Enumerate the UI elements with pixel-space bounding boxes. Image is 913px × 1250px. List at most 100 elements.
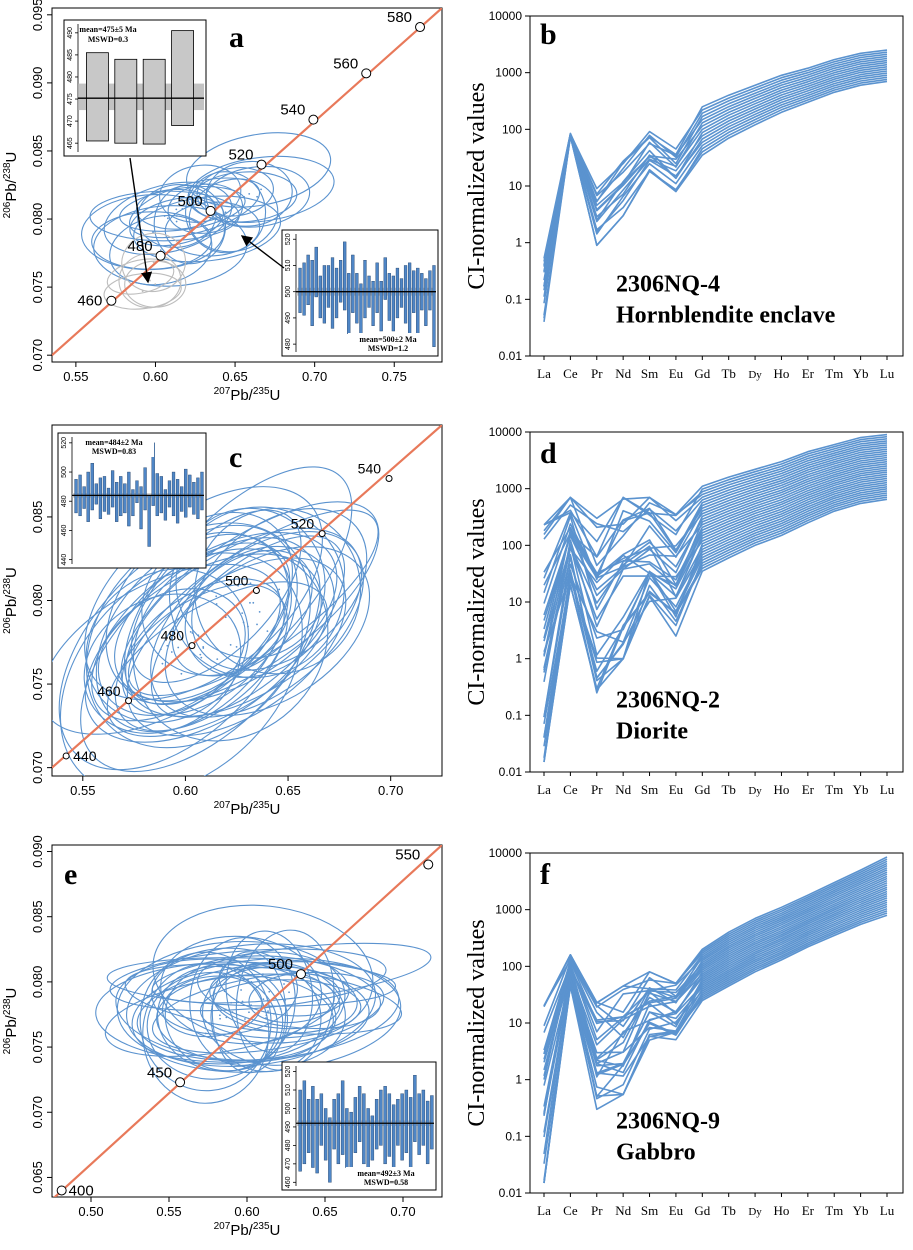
error-ellipse (171, 549, 313, 677)
inset-age-bar (371, 281, 375, 326)
ree-pattern-line (543, 879, 888, 1063)
ree-pattern-line (543, 882, 888, 1080)
y-tick-label: 0.070 (30, 339, 45, 372)
inset-y-tick-label: 480 (285, 338, 292, 350)
ellipse-center-point (159, 249, 162, 252)
ellipse-center-point (159, 648, 162, 651)
ellipse-center-point (250, 981, 253, 983)
ellipse-center-point (189, 630, 192, 633)
ree-pattern-line (543, 875, 888, 1051)
ree-pattern-line (543, 858, 888, 1008)
x-category-label: Tm (825, 366, 843, 381)
inset-age-bar (345, 1108, 349, 1168)
x-tick-label: 0.65 (222, 369, 247, 384)
ree-pattern-line (543, 890, 888, 1086)
y-tick-label: 10 (509, 1016, 523, 1030)
inset-age-bar (314, 246, 318, 298)
ellipse-center-point (248, 192, 251, 195)
ree-pattern-line (543, 888, 888, 1115)
x-tick-label: 0.65 (312, 1204, 337, 1219)
ellipse-center-point (235, 646, 238, 648)
inset-mean-text: mean=484±2 Ma (85, 438, 142, 447)
inset-bar-plot: 460 470 480 490 500 510 520 mean=492±3 MaMSWD=0… (281, 1061, 437, 1191)
concordia-age-marker (361, 68, 372, 79)
y-tick-label: 1000 (495, 482, 522, 496)
inset-mswd-text: MSWD=0.58 (364, 1178, 408, 1187)
y-axis-title-part: U (3, 567, 20, 578)
ellipse-center-point (252, 601, 255, 604)
panel-c: 440 460 480 500 520 540 0.55 0.60 0.65 0.70 0.070 0… (2, 424, 443, 818)
inset-age-bar (298, 1089, 302, 1172)
y-axis-title-part: 238 (2, 162, 13, 179)
inset-age-bar (330, 257, 335, 329)
inset-text-background (348, 333, 428, 354)
inset-age-bar (421, 1089, 426, 1146)
x-category-label: Er (802, 782, 815, 797)
concordia-curve (52, 8, 442, 357)
y-tick-label: 0.085 (30, 501, 45, 534)
error-ellipse (186, 132, 332, 208)
ree-pattern-line (543, 59, 888, 273)
ree-pattern-line (543, 886, 888, 1117)
inset-age-bar (400, 1093, 404, 1161)
y-tick-label: 100 (502, 122, 522, 136)
concordia-age-label: 440 (73, 748, 97, 764)
error-ellipse (83, 593, 242, 734)
error-ellipse (188, 178, 279, 253)
ellipse-center-point (177, 646, 180, 649)
concordia-age-label: 460 (97, 683, 121, 699)
ellipse-center-point (260, 188, 262, 191)
y-tick-label: 10000 (489, 425, 523, 439)
inset-age-bar (318, 275, 322, 319)
inset-y-tick-label: 480 (67, 71, 74, 83)
x-category-label: Lu (880, 366, 895, 381)
error-ellipse (194, 507, 362, 675)
inset-text-background (74, 436, 154, 457)
concordia-curve (52, 425, 442, 769)
ellipse-center-point (166, 644, 169, 647)
y-tick-label: 10000 (489, 846, 523, 860)
inset-age-bar (407, 262, 412, 337)
x-axis-title-part: 207 (214, 386, 231, 397)
y-tick-label: 0.1 (505, 1129, 522, 1143)
inset-y-tick-label: 520 (285, 233, 292, 245)
inset-mean-text: mean=475±5 Ma (79, 25, 136, 34)
x-axis-title-part: Pb/ (230, 801, 253, 818)
x-tick-label: 0.70 (390, 1204, 415, 1219)
inset-age-bar (298, 267, 302, 313)
y-axis-title-part: 206 (2, 1037, 13, 1054)
error-ellipse (168, 506, 345, 679)
ellipse-center-point (267, 1010, 269, 1013)
x-category-label: Lu (880, 782, 895, 797)
inset-age-bar (332, 1099, 336, 1150)
y-tick-label: 1 (515, 1073, 522, 1087)
ree-pattern-line (543, 856, 888, 1007)
x-category-label: Dy (748, 1206, 762, 1218)
x-category-label: Pr (591, 366, 603, 381)
y-tick-label: 0.080 (30, 584, 45, 617)
inset-y-tick-label: 490 (67, 27, 74, 39)
error-ellipse (156, 975, 334, 1063)
x-category-label: Ho (774, 1203, 790, 1218)
ellipse-center-point (244, 1018, 246, 1020)
x-axis-title-part: U (270, 1222, 281, 1239)
inset-age-bar (184, 468, 188, 518)
ree-pattern-line (543, 903, 888, 1133)
y-tick-label: 0.085 (30, 135, 45, 168)
concordia-age-marker (205, 205, 216, 216)
concordia-age-marker (423, 859, 434, 870)
inset-y-tick-label: 500 (61, 466, 68, 478)
inset-age-bar (147, 495, 151, 547)
inset-age-bar (416, 267, 420, 342)
ellipse-center-point (198, 605, 201, 608)
ree-pattern-line (543, 61, 888, 287)
error-ellipse (160, 935, 323, 1045)
x-axis-title-part: 207 (214, 1221, 231, 1232)
y-axis-title: CI-normalized values (464, 919, 490, 1126)
ellipse-center-point (283, 983, 285, 985)
error-ellipse (142, 963, 270, 1104)
inset-age-bar (391, 1104, 396, 1168)
ellipse-center-point (284, 998, 287, 1001)
error-ellipse (126, 557, 347, 737)
ree-pattern-line (543, 498, 888, 763)
